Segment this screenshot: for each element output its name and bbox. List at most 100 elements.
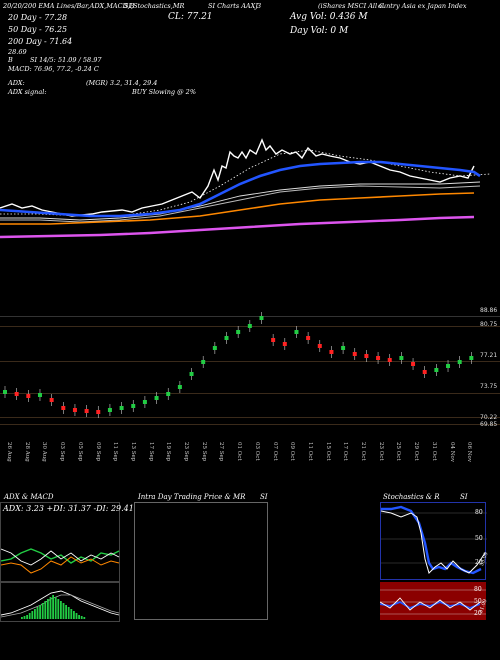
candle (96, 406, 101, 418)
macd-bar (83, 617, 86, 619)
candle (201, 356, 206, 368)
date-label: 04 Nov (448, 442, 455, 462)
date-label: 03 Oct (253, 442, 260, 461)
white-ma-2 (0, 181, 481, 221)
stoch-si: SI (460, 493, 468, 501)
stoch-level-50: 50 (475, 535, 483, 542)
date-label: 23 Oct (377, 442, 384, 461)
date-label: 11 Oct (306, 442, 313, 461)
magenta-ema (0, 215, 475, 239)
chart-header-num: 3 (257, 2, 262, 10)
candle (142, 396, 147, 408)
macd-bar (44, 601, 47, 619)
price-label-1: 80.75 (480, 321, 498, 328)
date-label: 30 Aug (41, 442, 48, 462)
macd-bar (41, 603, 44, 619)
date-label: 11 Sep (112, 442, 119, 462)
date-label: 31 Oct (430, 442, 437, 461)
close-price: CL: 77.21 (168, 12, 213, 22)
date-label: 25 Oct (395, 442, 402, 461)
adx-overlay: ADX: 3.23 +DI: 31.37 -DI: 29.41 (3, 504, 134, 513)
dma-200: 200 Day - 71.64 (8, 37, 73, 46)
chart-header-symbol: SI Charts AAXJ (208, 2, 258, 10)
candle (49, 394, 54, 406)
stoch-title: Stochastics & R (383, 493, 440, 501)
candle (446, 360, 451, 372)
adx-signal-label: ADX signal: (8, 88, 47, 96)
dotted-ma (0, 149, 491, 217)
intraday-title: Intra Day Trading Price & MR (138, 493, 246, 501)
candle (119, 402, 124, 414)
blue-ema (0, 160, 481, 218)
rsi-panel: 80 50 20 51.09 (380, 582, 489, 620)
date-label: 28 Aug (23, 442, 30, 462)
date-label: 07 Oct (271, 442, 278, 461)
candle (212, 342, 217, 354)
macd-bar (28, 613, 31, 619)
date-label: 27 Sep (218, 442, 225, 462)
chart-header-fund-2: ountry Asia ex Japan Index (378, 2, 467, 10)
candle (352, 348, 357, 360)
price-top: 88.86 (480, 307, 498, 314)
adx-panel: ADX: 3.23 +DI: 31.37 -DI: 29.41 (0, 502, 134, 582)
macd-bar (70, 609, 73, 619)
price-label-2: 77.21 (480, 352, 498, 359)
date-label: 06 Nov (466, 442, 473, 462)
candle (294, 326, 299, 338)
candle (271, 334, 276, 346)
candle (26, 390, 31, 402)
price-label-5: 69.85 (480, 421, 498, 428)
candlestick-chart (3, 312, 474, 418)
adx-macd-title: ADX & MACD (4, 493, 54, 501)
candle (236, 326, 241, 338)
ema-chart (0, 138, 491, 239)
chart-header-fund: (iShares MSCI All C (318, 2, 385, 10)
candle (422, 366, 427, 378)
dma-50: 50 Day - 76.25 (8, 25, 68, 34)
candle (177, 381, 182, 393)
price-label-4: 70.22 (480, 414, 498, 421)
macd-bar (39, 605, 41, 619)
date-axis: 26 Aug 28 Aug 30 Aug 03 Sep 05 Sep 09 Sep 11 S… (0, 442, 480, 492)
adx-signal-value: BUY Slowing @ 2% (132, 88, 196, 96)
rsi-level-20: 20 (474, 610, 482, 617)
macd-bar (54, 597, 57, 619)
candle (259, 312, 264, 324)
candle (14, 388, 19, 400)
date-label: 03 Sep (59, 442, 66, 462)
macd-bar (73, 611, 75, 619)
b-value: 28.69 (8, 48, 27, 56)
date-label: 26 Aug (6, 442, 12, 462)
candle (317, 340, 322, 352)
stoch-level-20: 20 (475, 559, 483, 566)
macd-bar (23, 616, 26, 619)
intraday-panel (134, 502, 268, 620)
macd-bar (65, 605, 67, 619)
b-label: B (8, 56, 13, 64)
macd-bar (52, 595, 54, 619)
rsi-level-80: 80 (474, 586, 482, 593)
macd-bar (49, 597, 52, 619)
date-label: 23 Sep (183, 442, 190, 462)
macd-bar (47, 599, 49, 619)
dma-20: 20 Day - 77.28 (8, 13, 68, 22)
chart-header-indicators: SI,Stochastics,MR (124, 2, 185, 10)
date-label: 01 Oct (236, 442, 243, 461)
candle (387, 354, 392, 366)
intraday-si: SI (260, 493, 268, 501)
macd-bar (31, 611, 34, 619)
candle (329, 346, 334, 358)
macd-bar (26, 615, 28, 619)
price-line (0, 138, 475, 217)
candle (341, 342, 346, 354)
date-label: 09 Sep (94, 442, 101, 462)
orange-ema (0, 192, 475, 225)
date-label: 13 Sep (129, 442, 136, 462)
candle (399, 352, 404, 364)
macd-bar (78, 615, 80, 619)
macd-bar (34, 609, 36, 619)
candle (72, 404, 77, 416)
macd-line: MACD: 76.96, 77.2, -0.24 C (8, 65, 99, 73)
date-label: 25 Sep (200, 442, 207, 462)
candle (434, 364, 439, 376)
